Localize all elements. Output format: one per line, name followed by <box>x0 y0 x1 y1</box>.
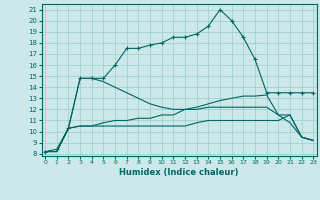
X-axis label: Humidex (Indice chaleur): Humidex (Indice chaleur) <box>119 168 239 177</box>
